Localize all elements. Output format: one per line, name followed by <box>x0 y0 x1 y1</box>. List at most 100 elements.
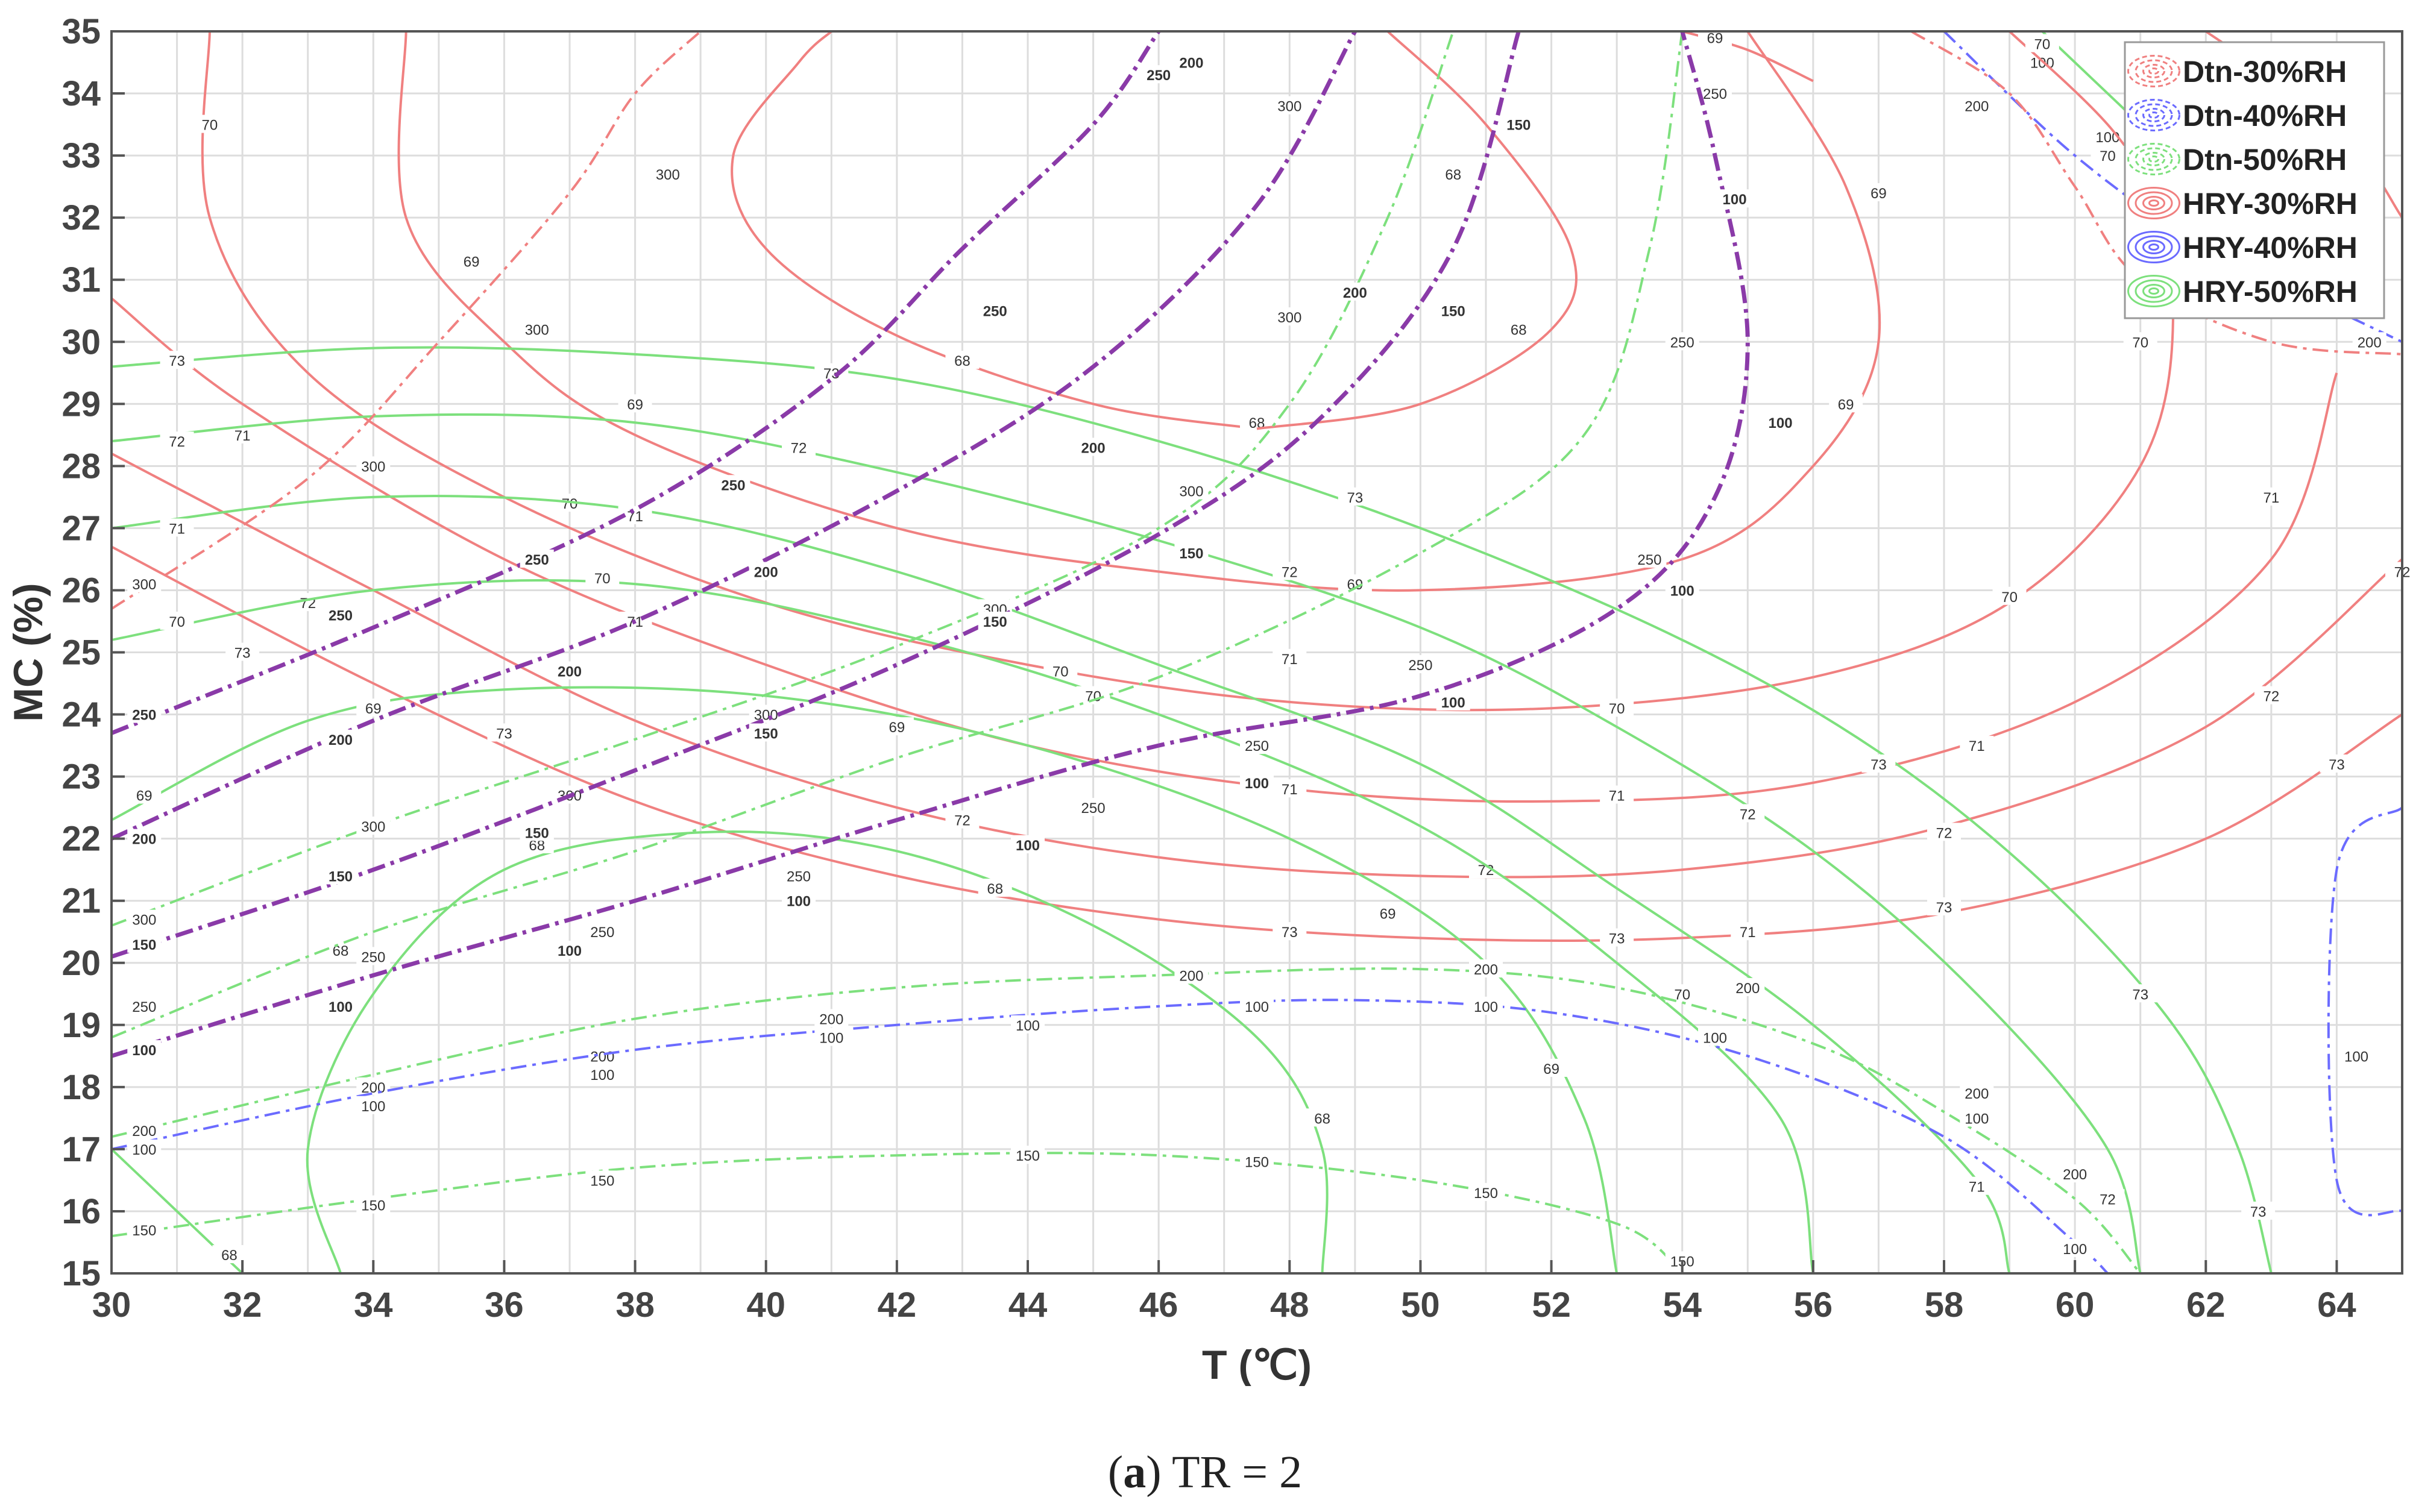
contour-label: 250 <box>1670 334 1694 351</box>
x-axis-label: T (℃) <box>1202 1342 1312 1386</box>
contour-label: 68 <box>1314 1111 1330 1127</box>
contour-label-bg <box>225 642 260 661</box>
y-tick-label: 17 <box>61 1130 101 1169</box>
contour-label-bg <box>1665 580 1699 599</box>
legend-swatch <box>2142 152 2165 166</box>
contour-label-bg <box>1240 996 1274 1015</box>
contour-label: 300 <box>1179 484 1203 500</box>
contour-label-bg <box>2091 1189 2125 1208</box>
y-tick-label: 15 <box>61 1254 101 1293</box>
contour-label: 250 <box>721 477 745 494</box>
contour-label: 100 <box>1474 999 1498 1015</box>
contour-label: 250 <box>132 707 156 724</box>
contour-label: 300 <box>361 459 385 475</box>
contour-label: 72 <box>954 813 971 829</box>
contour-label-bg <box>1273 922 1307 941</box>
x-tick-label: 42 <box>878 1285 917 1325</box>
contour-label: 70 <box>1609 701 1625 717</box>
contour-label-bg <box>127 1139 162 1158</box>
legend-box <box>2124 41 2385 319</box>
contour-label: 150 <box>1179 546 1203 562</box>
contour-label: 71 <box>2264 490 2280 506</box>
contour-label-bg <box>1436 165 1470 183</box>
contour-label: 72 <box>1282 565 1298 581</box>
contour-line-hry-50-rh-72 <box>112 413 2142 1273</box>
contour-label-bg <box>1731 804 1765 823</box>
contour-label-bg <box>585 1170 620 1189</box>
contour-label-bg <box>1142 65 1176 84</box>
contour-label: 72 <box>791 440 807 456</box>
contour-label: 100 <box>2344 1049 2368 1065</box>
contour-label: 250 <box>1081 800 1106 817</box>
contour-label-bg <box>1338 487 1372 506</box>
legend-label: HRY-50%RH <box>2183 275 2358 309</box>
contour-label: 73 <box>169 353 185 369</box>
contour-line-dtn-30-rh-40-rh-200 <box>112 31 1357 841</box>
contour-label-bg <box>2339 1046 2373 1065</box>
contour-label-bg <box>1502 319 1536 338</box>
contour-label-bg <box>1717 189 1752 208</box>
contour-label-bg <box>782 866 816 885</box>
contour-label-bg <box>356 1077 391 1096</box>
y-tick-label: 29 <box>61 384 101 424</box>
contour-label: 68 <box>954 353 971 369</box>
contour-label: 250 <box>1637 552 1661 568</box>
contour-label-bg <box>2025 34 2059 52</box>
contour-label: 150 <box>1506 118 1531 134</box>
x-tick-label: 30 <box>92 1285 131 1325</box>
contour-label: 73 <box>496 726 512 742</box>
contour-label-bg <box>192 114 227 133</box>
legend-swatch <box>2135 235 2173 259</box>
contour-label-bg <box>1960 1176 1994 1195</box>
caption-part: a <box>1123 1447 1147 1498</box>
contour-label: 71 <box>1609 788 1625 805</box>
contour-label: 100 <box>1245 999 1269 1015</box>
x-tick-label: 46 <box>1139 1285 1178 1325</box>
contour-label-bg <box>585 568 620 586</box>
contour-label-bg <box>1469 996 1503 1015</box>
legend-label: Dtn-40%RH <box>2183 99 2347 133</box>
y-tick-label: 27 <box>61 509 101 548</box>
contour-label: 70 <box>2132 334 2148 351</box>
contour-line-hry-50-rh-68 <box>306 830 1329 1273</box>
contour-label-bg <box>1436 692 1470 711</box>
contour-label: 250 <box>132 999 156 1015</box>
x-tick-label: 58 <box>1925 1285 1964 1325</box>
contour-label: 73 <box>2250 1204 2267 1220</box>
contour-label-bg <box>945 810 980 829</box>
contour-label-bg <box>1829 394 1863 413</box>
contour-label-bg <box>1534 1058 1568 1077</box>
legend-swatch <box>2148 243 2159 251</box>
contour-label: 200 <box>1179 968 1203 984</box>
contour-label-bg <box>1600 928 1634 947</box>
contour-label-bg <box>1174 481 1209 500</box>
contour-label-bg <box>324 605 357 624</box>
contour-label: 73 <box>1282 924 1298 941</box>
legend-swatch <box>2148 155 2159 163</box>
legend-swatch <box>2135 147 2173 171</box>
contour-label-bg <box>2091 146 2125 165</box>
contour-label: 69 <box>1543 1061 1559 1078</box>
contour-line-hry-50-rh-71 <box>112 495 2011 1273</box>
contour-label-bg <box>127 829 162 847</box>
legend-swatch <box>2127 275 2180 307</box>
contour-label: 200 <box>132 1123 156 1140</box>
contour-label: 200 <box>1735 980 1760 997</box>
contour-label-bg <box>127 1120 162 1139</box>
contour-label: 200 <box>819 1011 843 1027</box>
contour-label-bg <box>1960 1084 1994 1102</box>
contour-label: 200 <box>590 1049 614 1065</box>
legend-swatch <box>2142 64 2165 78</box>
contour-label: 100 <box>1016 838 1040 854</box>
legend-swatch <box>2148 199 2159 207</box>
y-tick-label: 31 <box>61 260 101 300</box>
y-tick-label: 28 <box>61 447 101 486</box>
contour-line-dtn-50-rh-200 <box>112 967 2142 1273</box>
contour-label: 250 <box>1408 657 1432 674</box>
contour-label-bg <box>2123 984 2157 1003</box>
contour-label: 150 <box>1245 1155 1269 1171</box>
y-tick-label: 33 <box>61 136 101 175</box>
contour-label-bg <box>879 717 914 736</box>
contour-label: 200 <box>2358 334 2382 351</box>
contour-label-bg <box>487 723 521 742</box>
